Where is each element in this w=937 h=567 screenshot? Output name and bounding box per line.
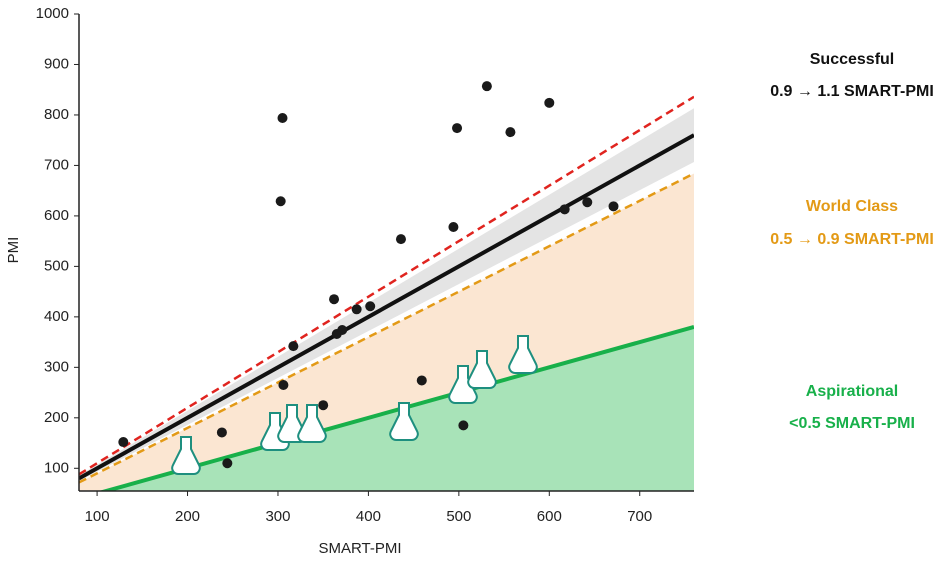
y-tick-label: 300 [44,358,69,375]
data-point [608,201,619,212]
data-point [458,420,469,431]
data-point [559,204,570,215]
reference-line [79,133,694,481]
flask-icons [171,335,538,475]
x-axis-label: SMART-PMI [318,540,401,557]
data-point [277,112,288,123]
y-tick-label: 900 [44,55,69,72]
zone-band [79,108,694,482]
data-point [416,375,427,386]
data-point [365,301,376,312]
y-tick-label: 500 [44,257,69,274]
y-tick-label: 800 [44,106,69,123]
zone-range: <0.5 SMART-PMI [789,415,915,432]
data-point [275,196,286,207]
data-point [337,324,348,335]
data-point [452,123,463,134]
reference-line [79,172,694,484]
data-point [544,97,555,108]
y-tick-label: 200 [44,409,69,426]
y-axis-label: PMI [5,237,22,264]
data-point [481,81,492,92]
x-tick-label: 300 [265,508,290,525]
zone-title: Successful [810,51,894,68]
reference-line [79,95,694,476]
data-point [118,437,129,448]
zone-range: 0.9 → 1.1 SMART-PMI [770,83,934,100]
y-tick-label: 1000 [36,5,69,22]
data-point [278,380,289,390]
x-tick-label: 500 [446,508,471,525]
x-tick-label: 400 [356,508,381,525]
zone-band [79,173,694,491]
data-point [329,294,340,305]
data-point [288,341,299,352]
zone-title: World Class [806,198,898,215]
data-point [351,304,362,315]
x-tick-label: 600 [537,508,562,525]
x-tick-label: 700 [627,508,652,525]
x-tick-label: 200 [175,508,200,525]
zone-range: 0.5 → 0.9 SMART-PMI [770,231,934,248]
data-point [505,127,516,138]
y-tick-label: 400 [44,308,69,325]
data-point [318,400,329,411]
data-point [216,427,227,438]
data-point [448,222,459,233]
zone-title: Aspirational [806,383,898,400]
data-point [582,197,593,208]
data-point [222,458,233,469]
data-point [395,234,406,245]
x-tick-label: 100 [85,508,110,525]
y-tick-label: 100 [44,459,69,476]
y-tick-label: 600 [44,207,69,224]
y-tick-label: 700 [44,156,69,173]
